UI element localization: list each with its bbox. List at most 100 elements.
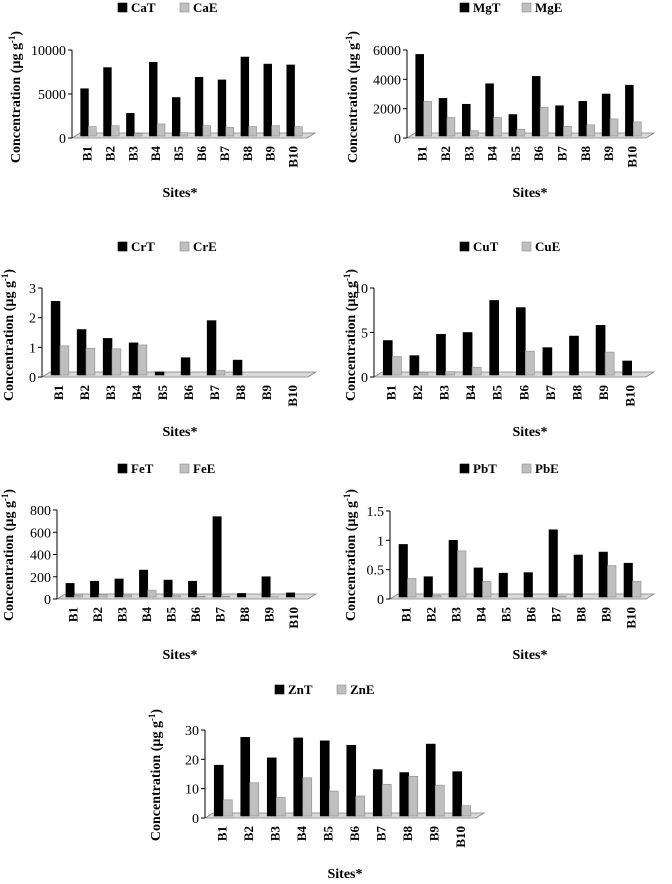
extractable-bar [73, 594, 83, 598]
extractable-bar [445, 371, 455, 376]
total-bar [409, 355, 420, 376]
legend-swatch [179, 2, 190, 13]
y-axis-title-end: ) [344, 489, 359, 494]
legend-swatch [521, 463, 532, 474]
total-bar [128, 342, 139, 376]
total-bar [542, 347, 553, 376]
extractable-bar [302, 777, 313, 817]
x-tick-label: B7 [543, 385, 558, 401]
y-axis-title-main: Concentration (µg g [346, 43, 361, 163]
extractable-bar [418, 372, 429, 376]
x-tick-label: B9 [599, 607, 614, 623]
legend-label: CaT [131, 0, 156, 15]
total-bar [319, 740, 330, 817]
total-bar [76, 329, 87, 376]
x-tick-label: B10 [286, 607, 301, 629]
extractable-bar [539, 106, 549, 137]
y-axis-title-main: Concentration (µg g [9, 43, 24, 163]
y-axis-title-end: ) [9, 31, 24, 36]
total-bar [180, 357, 191, 376]
extractable-bar [557, 595, 567, 598]
total-bar [622, 360, 633, 376]
total-bar [50, 301, 61, 376]
y-tick-label: 5 [361, 327, 368, 342]
extractable-bar [122, 594, 132, 598]
x-tick-label: B7 [217, 146, 232, 162]
total-bar [372, 769, 383, 817]
x-tick-label: B1 [214, 826, 229, 841]
x-tick-label: B4 [463, 385, 478, 401]
x-tick-label: B2 [102, 146, 117, 161]
legend-label: MgT [473, 0, 501, 15]
extractable-bar [111, 348, 122, 376]
x-axis-title: Sites* [163, 425, 198, 440]
legend-swatch [117, 241, 128, 252]
chart-panel: 0 5 10 B1 B2 B3 B4 B5 B6 B7 B8 B9 B10 CuT CuE Sites* Con… [342, 239, 656, 440]
total-bar [206, 320, 217, 376]
chart-panel: 0 200 400 600 800 B1 B2 B3 B4 B5 B6 B7 B8 B9 B10 FeT FeE… [0, 461, 318, 663]
total-bar [595, 325, 606, 376]
y-axis-title-main: Concentration (µg g [2, 501, 17, 621]
total-bar [523, 572, 533, 598]
y-tick-label: 6000 [373, 44, 401, 59]
legend-swatch [117, 2, 128, 13]
total-bar [217, 79, 227, 137]
chart-panel: 0 1 2 3 B1 B2 B3 B4 B5 B6 B7 B8 B9 B10 CrT CrE Sites* Con… [0, 239, 318, 440]
extractable-bar [147, 589, 157, 598]
total-bar [65, 583, 75, 598]
total-bar [399, 772, 410, 817]
y-axis-title-main: Concentration (µg g [344, 501, 359, 621]
x-tick-label: B10 [453, 826, 468, 848]
x-tick-label: B10 [285, 385, 300, 407]
total-bar [126, 113, 135, 137]
legend-swatch [336, 684, 347, 695]
x-tick-label: B6 [516, 385, 531, 401]
x-axis-title: Sites* [513, 648, 548, 663]
total-bar [212, 516, 222, 598]
y-tick-label: 0 [192, 812, 199, 827]
y-axis-title-sup: -1 [147, 713, 157, 721]
total-bar [103, 67, 112, 137]
extractable-bar [248, 126, 257, 137]
total-bar [623, 562, 633, 598]
x-tick-label: B7 [554, 146, 569, 162]
total-bar [436, 333, 446, 376]
y-tick-label: 0.5 [367, 564, 385, 579]
extractable-bar [275, 797, 286, 817]
total-bar [555, 105, 564, 137]
extractable-bar [222, 799, 233, 817]
legend-label: CuE [535, 239, 560, 254]
x-tick-label: B1 [383, 385, 398, 400]
extractable-bar [220, 595, 230, 598]
extractable-bar [391, 356, 402, 376]
extractable-bar [446, 117, 456, 137]
extractable-bar [516, 128, 526, 137]
y-tick-label: 0 [361, 371, 368, 386]
x-tick-label: B4 [129, 385, 144, 401]
legend-label: CrE [193, 239, 217, 254]
total-bar [423, 576, 433, 598]
extractable-bar [171, 595, 181, 598]
total-bar [154, 371, 165, 376]
y-tick-label: 30 [185, 724, 199, 739]
extractable-bar [493, 117, 502, 137]
y-axis-title-sup: -1 [0, 493, 10, 501]
extractable-bar [563, 125, 572, 137]
legend-label: FeT [131, 461, 154, 476]
y-axis-title: Concentration (µg g-1) [0, 269, 17, 402]
y-tick-label: 2000 [373, 103, 401, 118]
total-bar [578, 101, 588, 137]
total-bar [188, 580, 198, 598]
x-tick-label: B3 [449, 607, 464, 623]
extractable-bar [461, 805, 472, 817]
x-tick-label: B3 [267, 826, 282, 842]
x-tick-label: B9 [426, 826, 441, 842]
y-axis-title-sup: -1 [342, 273, 352, 281]
y-tick-label: 20 [185, 753, 199, 768]
x-tick-label: B8 [237, 607, 252, 623]
total-bar [508, 114, 518, 137]
extractable-bar [469, 130, 479, 137]
x-tick-label: B7 [212, 607, 227, 623]
y-axis-title-main: Concentration (µg g [149, 721, 164, 841]
